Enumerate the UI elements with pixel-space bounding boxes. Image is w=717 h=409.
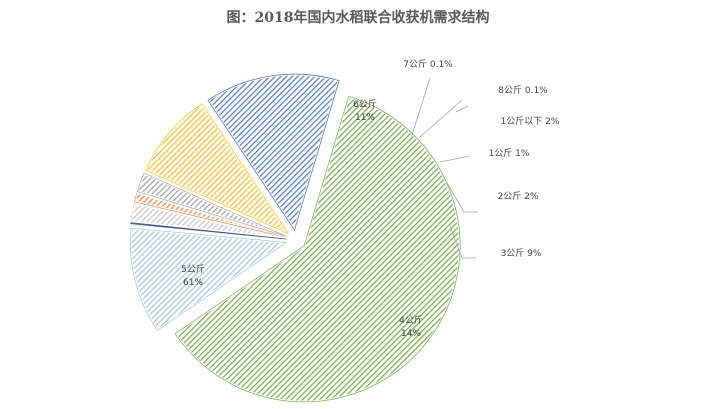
slice-label-value: 11% bbox=[355, 113, 375, 123]
pie-slice-edge bbox=[207, 73, 340, 232]
pie-slice-edge bbox=[136, 172, 287, 237]
slice-label-value: 61% bbox=[183, 278, 203, 288]
slice-label: 3公斤 9% bbox=[501, 248, 542, 259]
pie-slice-edge bbox=[145, 103, 290, 235]
pie-slice-edge bbox=[129, 227, 288, 331]
pie-slice-edge bbox=[174, 95, 461, 403]
slice-label: 8公斤 0.1% bbox=[498, 85, 548, 96]
leader-line bbox=[449, 225, 476, 259]
slice-label: 1公斤以下 2% bbox=[501, 116, 560, 127]
pie-slice-edge bbox=[130, 222, 287, 240]
pie-slices bbox=[129, 72, 462, 404]
leader-line bbox=[455, 105, 469, 113]
leader-line bbox=[442, 175, 478, 213]
chart-title: 图：2018年国内水稻联合收获机需求结构 bbox=[227, 9, 490, 26]
leader-line bbox=[419, 99, 463, 138]
slice-label-name: 5公斤 bbox=[181, 264, 205, 275]
leader-line bbox=[411, 77, 431, 136]
leader-line bbox=[439, 155, 471, 163]
leader-lines bbox=[411, 77, 478, 259]
slice-label: 1公斤 1% bbox=[489, 148, 530, 159]
slice-label: 2公斤 2% bbox=[498, 191, 539, 202]
slice-label-value: 14% bbox=[401, 329, 421, 339]
slice-label-name: 4公斤 bbox=[399, 315, 423, 326]
slice-label-name: 6公斤 bbox=[353, 99, 377, 110]
data-labels: 1公斤以下 2% 1公斤 1% 2公斤 2% 3公斤 9% 4公斤 14% 5公斤 61% 6公… bbox=[181, 59, 560, 339]
slice-label: 7公斤 0.1% bbox=[403, 59, 453, 70]
